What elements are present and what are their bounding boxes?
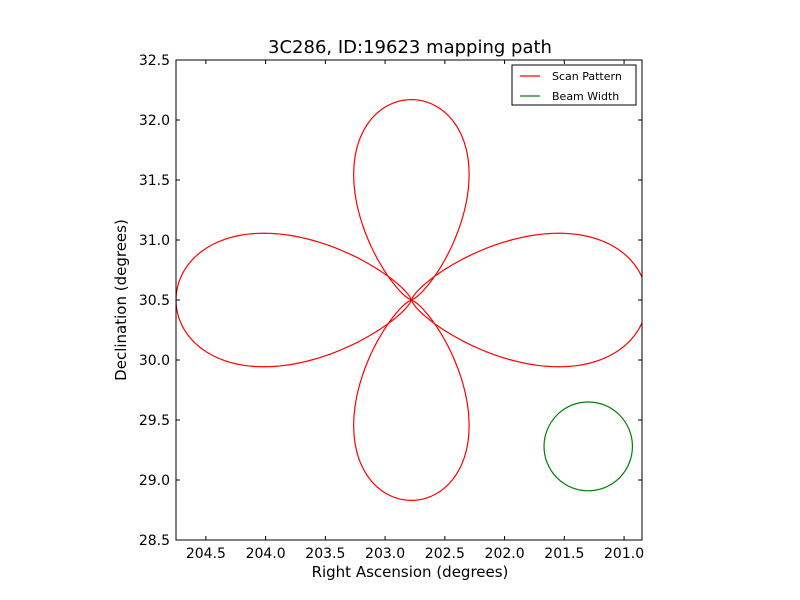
x-tick-label: 203.5 — [305, 546, 345, 562]
scan-petal-east — [176, 232, 413, 368]
x-tick-label: 201.0 — [604, 546, 644, 562]
x-tick-label: 202.0 — [485, 546, 525, 562]
scan-petal-north — [353, 98, 470, 301]
scan-petal-south — [353, 299, 470, 502]
y-tick-label: 32.5 — [139, 53, 170, 69]
y-tick-label: 32.0 — [139, 113, 170, 129]
x-axis-label: Right Ascension (degrees) — [312, 563, 509, 581]
x-tick-label: 204.5 — [186, 546, 226, 562]
chart-title: 3C286, ID:19623 mapping path — [268, 37, 552, 58]
y-axis-ticks: 28.5 29.0 29.5 30.0 30.5 31.0 31.5 32.0 32.5 — [139, 53, 642, 549]
legend-box — [511, 64, 637, 106]
x-tick-label: 204.0 — [246, 546, 286, 562]
plot-area-frame — [175, 59, 643, 541]
y-tick-label: 31.0 — [139, 233, 170, 249]
y-tick-label: 30.0 — [139, 353, 170, 369]
y-tick-label: 30.5 — [139, 293, 170, 309]
x-tick-label: 201.5 — [544, 546, 584, 562]
y-tick-label: 29.0 — [139, 473, 170, 489]
y-axis-label: Declination (degrees) — [112, 219, 130, 381]
scan-petal-west — [410, 232, 642, 368]
y-tick-label: 31.5 — [139, 173, 170, 189]
legend-label-scan-pattern: Scan Pattern — [552, 70, 622, 83]
y-tick-label: 29.5 — [139, 413, 170, 429]
legend: Scan Pattern Beam Width — [511, 64, 637, 106]
x-tick-label: 202.5 — [425, 546, 465, 562]
x-tick-label: 203.0 — [365, 546, 405, 562]
plot-curves — [176, 98, 642, 502]
x-axis-ticks: 204.5 204.0 203.5 203.0 202.5 202.0 201.5 201.0 — [186, 60, 644, 562]
legend-label-beam-width: Beam Width — [552, 90, 619, 103]
y-tick-label: 28.5 — [139, 533, 170, 549]
beam-width-circle — [543, 401, 634, 492]
